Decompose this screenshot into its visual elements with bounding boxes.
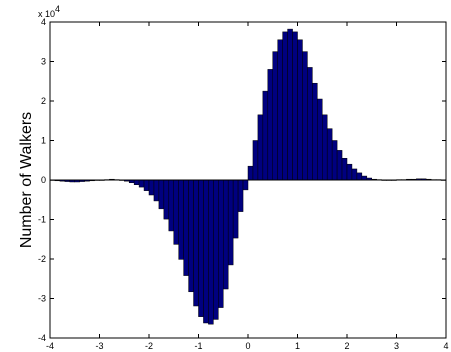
y-tick-label: 4 xyxy=(41,17,46,27)
histogram-bar xyxy=(218,179,224,308)
y-axis-label: Number of Walkers xyxy=(18,112,35,248)
histogram-bar xyxy=(361,175,368,181)
histogram-bar xyxy=(282,31,288,181)
bars-group xyxy=(49,28,447,325)
histogram-bar xyxy=(322,114,328,181)
histogram-bar xyxy=(297,39,303,181)
histogram-bar xyxy=(168,179,175,232)
histogram-bar xyxy=(232,179,239,239)
y-multiplier-label: x 104 xyxy=(38,4,60,19)
histogram-bar xyxy=(351,168,358,181)
histogram-bar xyxy=(277,39,283,181)
histogram-bar xyxy=(242,179,249,191)
histogram-bar xyxy=(208,179,214,325)
y-tick-label: 3 xyxy=(41,57,46,67)
histogram-bar xyxy=(213,179,219,320)
histogram-bar xyxy=(292,31,298,181)
histogram-bar xyxy=(312,82,318,181)
histogram-bar xyxy=(188,179,194,293)
x-tick-label: -1 xyxy=(194,341,202,351)
histogram-bar xyxy=(203,179,209,324)
histogram-bar xyxy=(272,51,278,181)
histogram-bar xyxy=(341,158,348,181)
x-tick-label: 2 xyxy=(344,341,349,351)
histogram-bar xyxy=(138,179,145,188)
histogram-bar xyxy=(153,179,160,202)
histogram-bar xyxy=(163,179,170,220)
histogram-bar xyxy=(346,163,353,181)
histogram-bar xyxy=(307,67,313,181)
histogram-bar xyxy=(183,179,189,276)
x-tick-label: 1 xyxy=(295,341,300,351)
x-tick-label: -3 xyxy=(95,341,103,351)
histogram-bar xyxy=(267,69,273,181)
histogram-bar xyxy=(317,98,323,181)
histogram-bar xyxy=(262,90,269,181)
x-tick-label: 0 xyxy=(245,341,250,351)
histogram-bar xyxy=(148,179,155,196)
histogram-bar xyxy=(143,179,150,191)
histogram-bar xyxy=(326,128,333,181)
histogram-bar xyxy=(247,165,254,181)
histogram-bar xyxy=(302,51,308,181)
x-tick-label: 3 xyxy=(394,341,399,351)
histogram-bar xyxy=(178,179,184,260)
y-tick-label: -4 xyxy=(38,333,46,343)
histogram-bar xyxy=(237,179,244,212)
histogram-bar xyxy=(257,114,264,181)
histogram-bar xyxy=(223,179,229,290)
histogram-bar xyxy=(356,172,363,181)
y-tick-label: 0 xyxy=(41,175,46,185)
histogram-bar xyxy=(331,140,338,181)
histogram-bar xyxy=(336,150,343,181)
histogram-bar xyxy=(287,28,293,181)
x-tick-label: -4 xyxy=(46,341,54,351)
histogram-bar xyxy=(193,179,199,307)
histogram-bar xyxy=(173,179,179,245)
histogram-bar xyxy=(252,140,259,181)
y-tick-label: -2 xyxy=(38,254,46,264)
x-tick-label: -2 xyxy=(145,341,153,351)
y-tick-label: -3 xyxy=(38,294,46,304)
x-tick-label: 4 xyxy=(443,341,448,351)
histogram-bar xyxy=(158,179,165,210)
histogram-bar xyxy=(133,179,140,185)
y-tick-label: 2 xyxy=(41,96,46,106)
ticks-group: -4 -3 -2 -1 0 1 2 3 4 -4 -3 -2 -1 0 1 2 3 4 xyxy=(38,17,449,351)
y-tick-label: -1 xyxy=(38,215,46,225)
y-tick-label: 1 xyxy=(41,136,46,146)
histogram-bar xyxy=(227,179,234,266)
histogram-bar xyxy=(198,179,204,317)
